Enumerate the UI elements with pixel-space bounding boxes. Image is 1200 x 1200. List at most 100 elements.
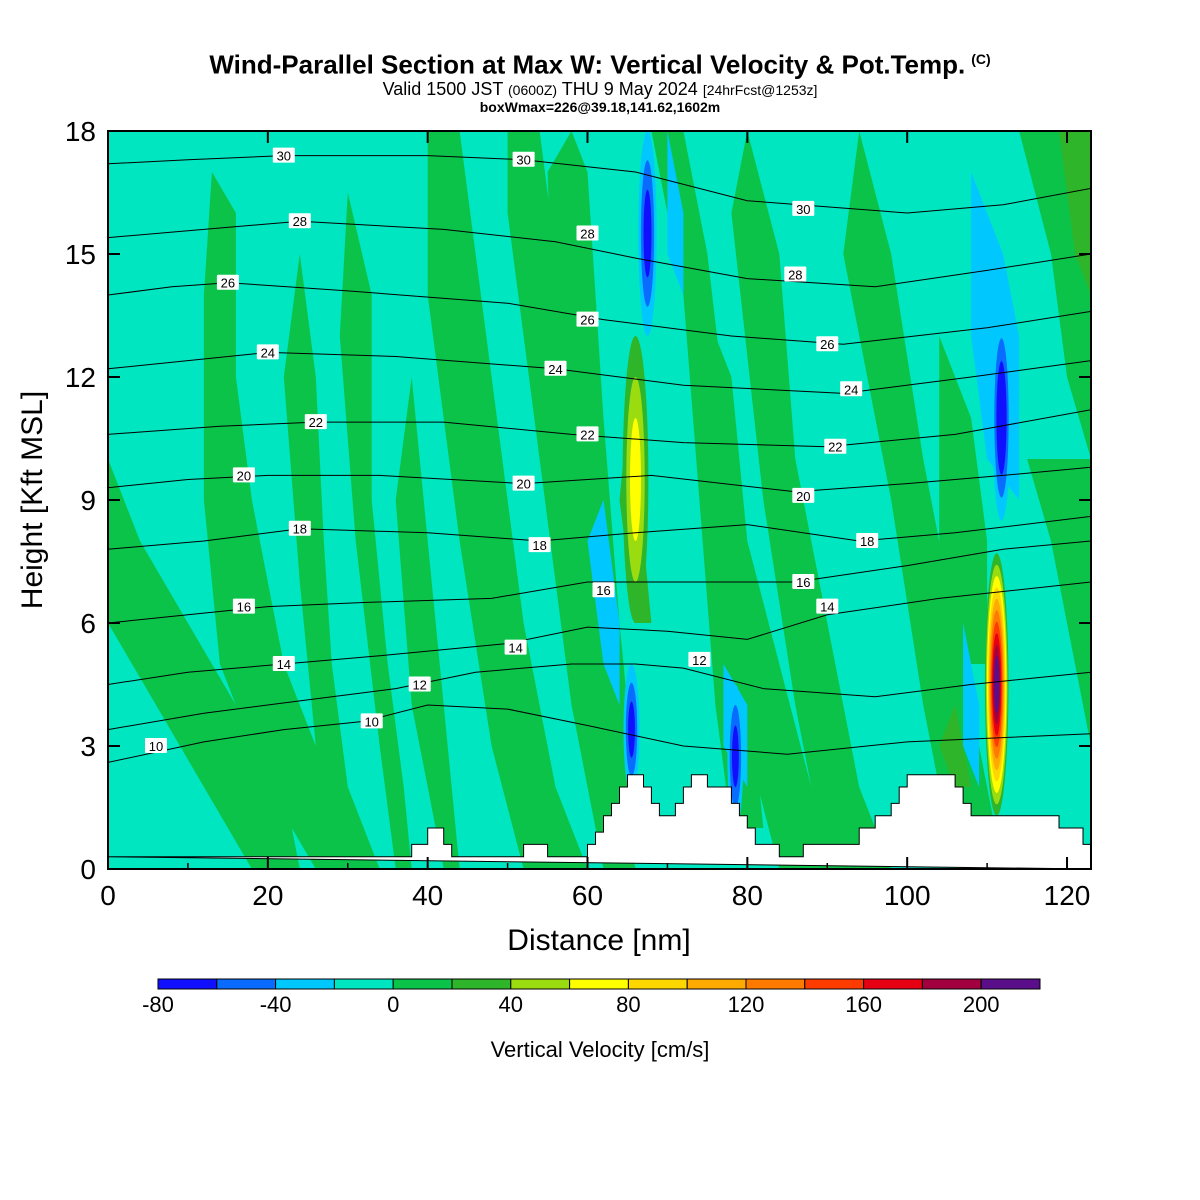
svg-text:28: 28 (788, 268, 802, 283)
theta-contour-label: 22 (304, 414, 327, 430)
theta-contour-label: 20 (232, 467, 255, 483)
theta-contour (108, 155, 1091, 214)
svg-text:28: 28 (580, 227, 594, 242)
colorbar-tick-label: -80 (142, 992, 174, 1017)
weak-updraft-band (651, 131, 764, 828)
theta-contour-label: 14 (272, 656, 295, 672)
x-axis-label: Distance [nm] (507, 924, 690, 957)
x-tick-label: 60 (572, 880, 603, 911)
y-tick-label: 3 (80, 731, 96, 762)
theta-contour-label: 10 (360, 713, 383, 729)
updraft-cell (995, 667, 999, 702)
theta-contour-label: 10 (145, 738, 167, 754)
svg-text:20: 20 (516, 477, 530, 492)
colorbar-label: Vertical Velocity [cm/s] (491, 1037, 710, 1062)
weak-updraft-band (395, 377, 460, 869)
svg-text:30: 30 (516, 153, 530, 168)
weak-updraft-band (939, 336, 988, 664)
svg-text:22: 22 (580, 427, 594, 442)
svg-text:12: 12 (692, 653, 706, 668)
theta-contour-label: 12 (688, 651, 711, 668)
y-tick-label: 12 (65, 362, 96, 393)
y-tick-label: 18 (65, 116, 96, 147)
theta-contour-label: 28 (784, 266, 807, 283)
theta-contour-label: 26 (216, 274, 239, 291)
svg-text:22: 22 (828, 440, 842, 455)
theta-contour (108, 663, 1091, 731)
downdraft-patch (667, 131, 684, 295)
colorbar-swatch (627, 978, 688, 990)
chart-title: Wind-Parallel Section at Max W: Vertical… (209, 49, 991, 80)
colorbar-tick-label: 160 (845, 992, 882, 1017)
updraft-cell (630, 418, 641, 541)
theta-contour-label: 22 (824, 438, 847, 455)
svg-text:10: 10 (364, 714, 378, 729)
x-tick-label: 80 (732, 880, 763, 911)
y-tick-label: 6 (80, 608, 96, 639)
theta-contour-label: 14 (816, 598, 839, 615)
x-tick-label: 120 (1044, 880, 1091, 911)
theta-contour-label: 28 (576, 225, 599, 242)
svg-text:20: 20 (237, 468, 251, 483)
colorbar-tick-label: -40 (260, 992, 292, 1017)
theta-contour-label: 24 (256, 344, 279, 360)
svg-text:20: 20 (796, 489, 810, 504)
downdraft-cell (628, 701, 635, 758)
svg-text:26: 26 (580, 313, 594, 328)
svg-text:24: 24 (261, 345, 275, 360)
svg-text:26: 26 (221, 276, 235, 291)
theta-contour (108, 220, 1091, 288)
downdraft-patch (963, 623, 980, 787)
theta-contour-label: 20 (792, 487, 815, 504)
colorbar-swatch (804, 978, 865, 990)
svg-text:30: 30 (277, 149, 291, 164)
svg-text:28: 28 (293, 214, 307, 229)
theta-contour-label: 18 (528, 537, 551, 553)
colorbar-tick-label: 0 (387, 992, 399, 1017)
chart-subtitle: Valid 1500 JST (0600Z) THU 9 May 2024 [2… (382, 78, 818, 99)
theta-contour-label: 16 (792, 574, 815, 590)
x-tick-label: 0 (100, 880, 116, 911)
colorbar-tick-label: 40 (499, 992, 523, 1017)
y-tick-label: 0 (80, 854, 96, 885)
theta-contour-label: 16 (592, 582, 615, 598)
downdraft-cell (998, 383, 1005, 453)
svg-text:10: 10 (149, 739, 163, 754)
theta-contour (108, 704, 1091, 763)
box-info: boxWmax=226@39.18,141.62,1602m (479, 98, 721, 115)
weak-updraft-band (203, 172, 380, 869)
svg-text:16: 16 (796, 575, 810, 590)
theta-contour-label: 16 (232, 598, 255, 615)
copyright-mark: (C) (971, 51, 991, 67)
theta-contour (108, 409, 1091, 448)
terrain-mask (108, 774, 1091, 869)
weak-updraft-band (283, 254, 380, 869)
svg-text:26: 26 (820, 337, 834, 352)
theta-contour (108, 466, 1091, 493)
colorbar-tick-label: 200 (963, 992, 1000, 1017)
colorbar-swatch (333, 978, 394, 990)
colorbar-swatch (863, 978, 923, 990)
weak-updraft-band (1027, 459, 1091, 746)
svg-text:14: 14 (277, 657, 291, 672)
colorbar-swatch (451, 978, 512, 990)
colorbar-swatch (392, 978, 453, 990)
colorbar-tick-label: 80 (616, 992, 640, 1017)
theta-contour-label: 18 (288, 520, 311, 537)
weak-updraft-band (427, 131, 588, 869)
downdraft-cell (643, 189, 652, 278)
downdraft-cell (732, 725, 739, 788)
theta-contour-label: 14 (504, 639, 527, 656)
theta-contour-label: 24 (840, 381, 863, 397)
weak-updraft-band (699, 295, 844, 869)
theta-contour-label: 12 (408, 676, 431, 693)
colorbar-swatch (745, 978, 806, 990)
svg-text:24: 24 (844, 382, 858, 397)
colorbar-swatch (686, 978, 747, 990)
y-axis-label: Height [Kft MSL] (16, 391, 49, 609)
svg-text:16: 16 (237, 600, 251, 615)
svg-text:12: 12 (412, 678, 426, 693)
theta-contour-label: 18 (856, 533, 879, 549)
theta-contour-label: 20 (512, 475, 535, 492)
